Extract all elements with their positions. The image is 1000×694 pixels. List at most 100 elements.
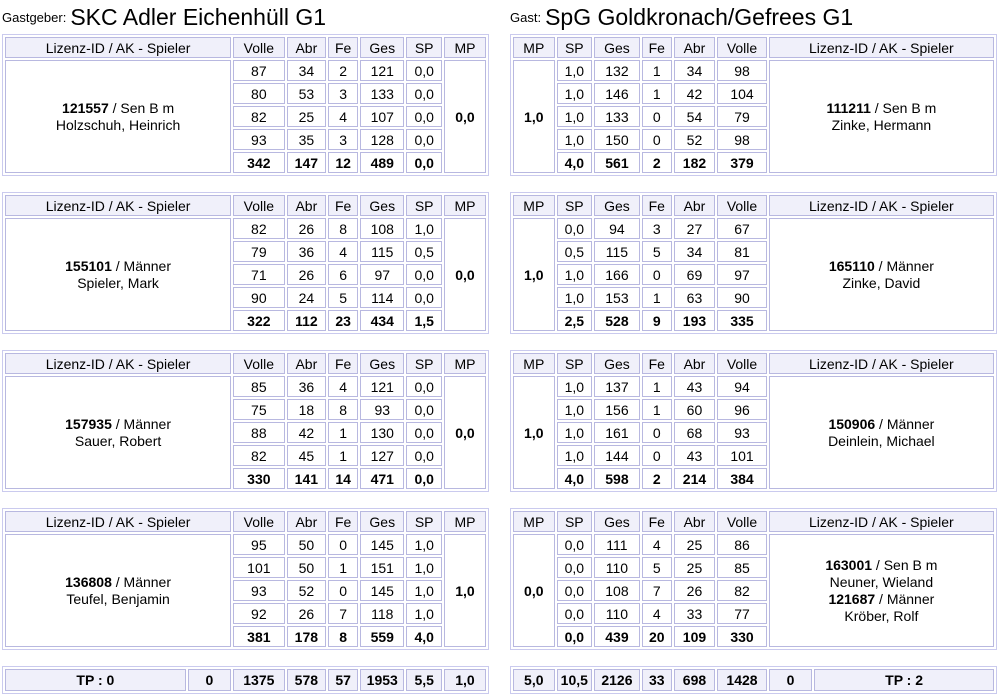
team-points-cell: TP : 2 (814, 669, 994, 691)
player-line: Holzschuh, Heinrich (55, 116, 181, 133)
lane-row: 90 24 5 114 0,0 (5, 287, 486, 308)
block-header-row: MP SP Ges Fe Abr Volle Lizenz-ID / AK - Spiele… (513, 511, 994, 532)
col-header-player: Lizenz-ID / AK - Spieler (768, 511, 994, 532)
fe-value: 1 (328, 422, 359, 443)
host-role-label: Gastgeber: (2, 9, 67, 25)
abr-value: 50 (286, 534, 327, 555)
col-header-abr: Abr (286, 195, 327, 216)
lane-row: 1,0 153 1 63 90 (513, 287, 994, 308)
sp-value: 1,0 (406, 218, 442, 239)
fe-total: 23 (328, 310, 359, 331)
mp-team-total: 5,0 (513, 669, 555, 691)
ges-value: 97 (360, 264, 405, 285)
sp-value: 0,0 (406, 83, 442, 104)
volle-total: 342 (233, 152, 285, 173)
sp-value: 0,0 (406, 106, 442, 127)
volle-team-total: 1428 (717, 669, 767, 691)
sp-value: 1,0 (406, 557, 442, 578)
col-header-ges: Ges (360, 353, 405, 374)
col-header-sp: SP (406, 37, 442, 58)
fe-value: 3 (328, 83, 359, 104)
sp-total: 1,5 (406, 310, 442, 331)
col-header-sp: SP (406, 353, 442, 374)
volle-value: 79 (717, 106, 767, 127)
abr-value: 43 (673, 445, 716, 466)
fe-value: 4 (641, 534, 672, 555)
volle-value: 101 (233, 557, 285, 578)
col-header-sp: SP (406, 511, 442, 532)
volle-value: 82 (717, 580, 767, 601)
match-points-cell: 1,0 (513, 218, 555, 331)
ges-value: 121 (360, 376, 405, 397)
fe-value: 1 (641, 399, 672, 420)
col-header-player: Lizenz-ID / AK - Spieler (768, 37, 994, 58)
col-header-sp: SP (556, 195, 593, 216)
lane-row: 93 35 3 128 0,0 (5, 129, 486, 150)
match-points-cell: 1,0 (513, 376, 555, 489)
abr-total: 112 (286, 310, 327, 331)
fe-value: 0 (641, 129, 672, 150)
player-line: 121687 / Männer (828, 590, 935, 607)
col-header-abr: Abr (286, 37, 327, 58)
sp-value: 0,0 (406, 264, 442, 285)
volle-total: 330 (717, 626, 767, 647)
fe-total: 12 (328, 152, 359, 173)
abr-value: 34 (286, 60, 327, 81)
lane-row: 79 36 4 115 0,5 (5, 241, 486, 262)
volle-value: 71 (233, 264, 285, 285)
ges-value: 128 (360, 129, 405, 150)
col-header-fe: Fe (641, 195, 672, 216)
abr-value: 27 (673, 218, 716, 239)
col-header-abr: Abr (673, 511, 716, 532)
volle-value: 90 (717, 287, 767, 308)
block-header-row: Lizenz-ID / AK - Spieler Volle Abr Fe Ges SP M… (5, 353, 486, 374)
sp-value: 0,5 (406, 241, 442, 262)
player-line: 165110 / Männer (828, 257, 934, 274)
host-score-column: Lizenz-ID / AK - Spieler Volle Abr Fe Ges SP M… (2, 34, 489, 694)
block-header-row: MP SP Ges Fe Abr Volle Lizenz-ID / AK - Spiele… (513, 195, 994, 216)
lane-row: 1,0 1,0 132 1 34 98 111211 / Sen B m Zinke, Her… (513, 60, 994, 173)
col-header-volle: Volle (717, 511, 767, 532)
ges-value: 145 (360, 580, 405, 601)
fe-total: 2 (641, 468, 672, 489)
fe-value: 1 (328, 445, 359, 466)
host-header: Gastgeber: SKC Adler Eichenhüll G1 (2, 0, 489, 34)
abr-value: 69 (673, 264, 716, 285)
fe-value: 4 (641, 603, 672, 624)
abr-total: 141 (286, 468, 327, 489)
col-header-player: Lizenz-ID / AK - Spieler (5, 195, 232, 216)
volle-value: 92 (233, 603, 285, 624)
fe-value: 1 (328, 557, 359, 578)
volle-value: 67 (717, 218, 767, 239)
abr-value: 63 (673, 287, 716, 308)
player-info-cell: 121557 / Sen B m Holzschuh, Heinrich (5, 60, 232, 173)
ges-value: 107 (360, 106, 405, 127)
sp-value: 1,0 (556, 264, 593, 285)
volle-value: 81 (717, 241, 767, 262)
sp-total: 4,0 (556, 152, 593, 173)
col-header-abr: Abr (286, 353, 327, 374)
sp-value: 1,0 (406, 580, 442, 601)
abr-value: 53 (286, 83, 327, 104)
fe-value: 8 (328, 218, 359, 239)
ges-total: 489 (360, 152, 405, 173)
volle-value: 80 (233, 83, 285, 104)
ges-value: 94 (594, 218, 640, 239)
abr-value: 18 (286, 399, 327, 420)
abr-value: 54 (673, 106, 716, 127)
volle-value: 97 (717, 264, 767, 285)
col-header-sp: SP (406, 195, 442, 216)
fe-value: 1 (641, 287, 672, 308)
volle-value: 87 (233, 60, 285, 81)
extra-total-cell: 0 (187, 669, 232, 691)
volle-value: 98 (717, 129, 767, 150)
abr-team-total: 698 (673, 669, 716, 691)
player-line: Zinke, David (842, 274, 921, 291)
sp-value: 1,0 (556, 83, 593, 104)
col-header-player: Lizenz-ID / AK - Spieler (768, 353, 994, 374)
mp-team-total: 1,0 (443, 669, 486, 691)
fe-value: 2 (328, 60, 359, 81)
block-total-row: 342 147 12 489 0,0 (5, 152, 486, 173)
sp-team-total: 10,5 (556, 669, 593, 691)
